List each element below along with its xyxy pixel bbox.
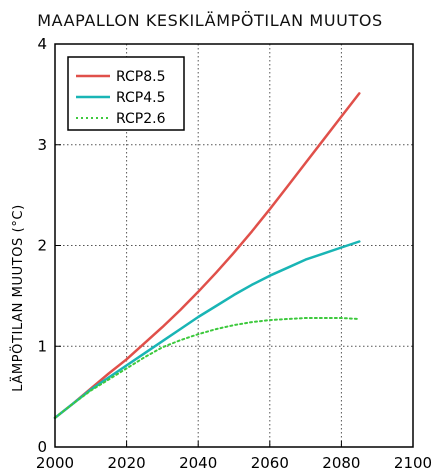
legend: RCP8.5 RCP4.5 RCP2.6 [67,56,185,131]
x-tick-label: 2100 [394,454,432,472]
y-tick-label: 4 [37,35,47,53]
x-tick-label: 2060 [251,454,289,472]
x-tick-label: 2040 [179,454,217,472]
x-tick-label: 2000 [36,454,74,472]
series-line-rcp85 [53,92,361,420]
series-lines [53,92,361,420]
x-tick-label: 2080 [322,454,360,472]
legend-label: RCP4.5 [116,90,166,106]
x-tick-labels: 2000 2020 2040 2060 2080 2100 [36,454,432,472]
y-tick-label: 3 [37,136,47,154]
chart-title: MAAPALLON KESKILÄMPÖTILAN MUUTOS [37,11,383,30]
y-tick-label: 1 [37,337,47,355]
y-tick-label: 0 [37,438,47,456]
gridlines [55,44,413,447]
x-tick-label: 2020 [108,454,146,472]
y-tick-label: 2 [37,237,47,255]
legend-label: RCP2.6 [116,111,166,127]
y-tick-labels: 0 1 2 3 4 [37,35,47,456]
series-line-rcp26 [54,317,361,419]
y-axis-label: LÄMPÖTILAN MUUTOS (°C) [9,204,26,392]
legend-label: RCP8.5 [116,69,166,85]
series-line-rcp45 [53,240,361,420]
axis-ticks [54,43,414,448]
